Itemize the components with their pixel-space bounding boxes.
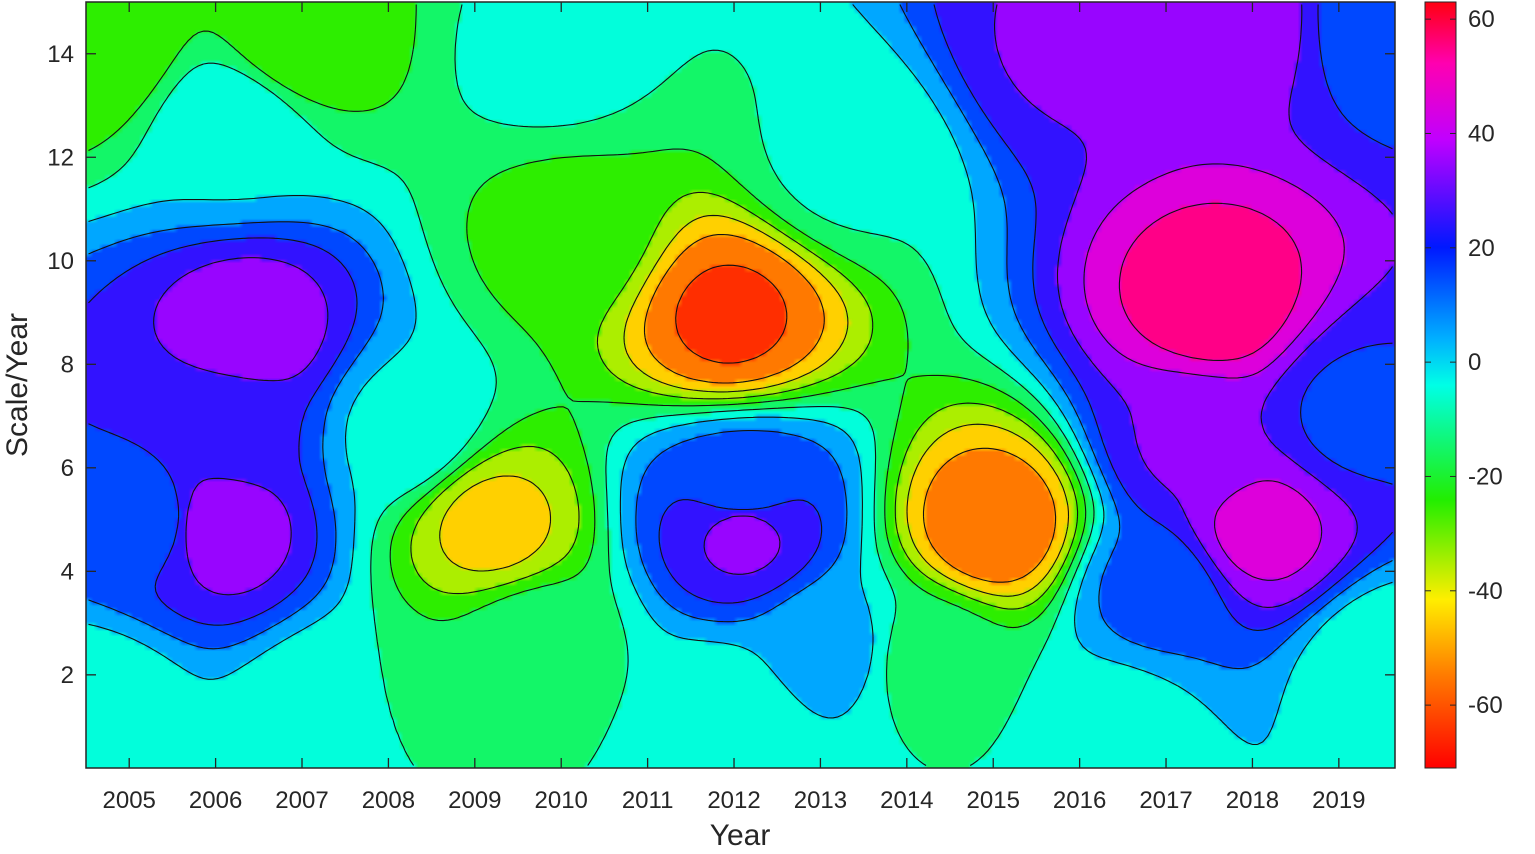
colorbar-ticks: -60 -40 -20 0 20 40 60 bbox=[1425, 6, 1503, 719]
x-tick-label: 2007 bbox=[275, 787, 328, 814]
colorbar-tick-label: -60 bbox=[1468, 692, 1503, 719]
colorbar-tick-label: 0 bbox=[1468, 349, 1481, 376]
colorbar-tick-label: 20 bbox=[1468, 235, 1495, 262]
plot-area: 2005 2006 2007 2008 2009 2010 2011 2012 2013 2014… bbox=[47, 1, 1396, 814]
x-tick-label: 2009 bbox=[448, 787, 501, 814]
contour-line bbox=[88, 4, 1393, 766]
x-axis-label: Year bbox=[710, 819, 771, 852]
x-tick-label: 2018 bbox=[1226, 787, 1279, 814]
heatmap-field bbox=[86, 2, 1395, 768]
colorbar: -60 -40 -20 0 20 40 60 bbox=[1424, 1, 1503, 769]
colorbar-gradient bbox=[1424, 1, 1457, 769]
y-tick-label: 2 bbox=[61, 662, 74, 689]
x-tick-label: 2014 bbox=[880, 787, 933, 814]
x-tick-label: 2017 bbox=[1139, 787, 1192, 814]
y-tick-label: 6 bbox=[61, 455, 74, 482]
colorbar-tick-label: 40 bbox=[1468, 120, 1495, 147]
x-tick-label: 2019 bbox=[1312, 787, 1365, 814]
x-tick-label: 2011 bbox=[622, 787, 674, 814]
y-axis-label: Scale/Year bbox=[1, 313, 34, 457]
x-tick-label: 2006 bbox=[189, 787, 242, 814]
contour-lines bbox=[88, 4, 1393, 766]
colorbar-tick-label: -40 bbox=[1468, 578, 1503, 605]
x-axis: 2005 2006 2007 2008 2009 2010 2011 2012 2013 2014… bbox=[103, 2, 1366, 814]
y-tick-label: 10 bbox=[47, 248, 74, 275]
y-tick-label: 8 bbox=[61, 351, 74, 378]
x-tick-label: 2010 bbox=[535, 787, 588, 814]
x-tick-label: 2008 bbox=[362, 787, 415, 814]
colorbar-tick-label: 60 bbox=[1468, 6, 1495, 33]
y-axis: 2 4 6 8 10 12 14 bbox=[47, 41, 1395, 689]
y-tick-label: 14 bbox=[47, 41, 74, 68]
x-tick-label: 2016 bbox=[1053, 787, 1106, 814]
colorbar-tick-label: -20 bbox=[1468, 463, 1503, 490]
plot-frame bbox=[85, 1, 1396, 769]
x-tick-label: 2005 bbox=[103, 787, 156, 814]
x-tick-label: 2012 bbox=[707, 787, 760, 814]
x-tick-label: 2015 bbox=[967, 787, 1020, 814]
x-tick-label: 2013 bbox=[794, 787, 847, 814]
y-tick-label: 12 bbox=[47, 144, 74, 171]
y-tick-label: 4 bbox=[61, 558, 74, 585]
